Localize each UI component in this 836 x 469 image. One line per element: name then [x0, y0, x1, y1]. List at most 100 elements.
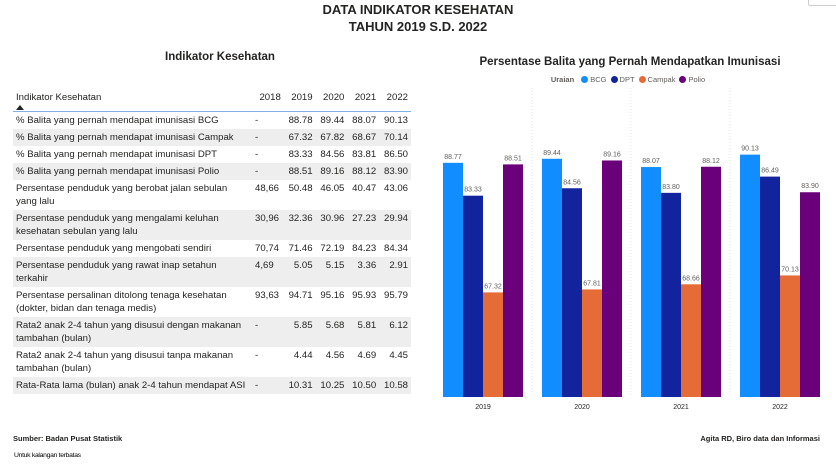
- cell-2020: 67.82: [315, 129, 348, 146]
- bar-polio-2020[interactable]: [602, 160, 622, 397]
- cell-2018: -: [252, 163, 284, 180]
- indicator-label: Persentase penduduk yang mengalami keluh…: [13, 210, 252, 240]
- cell-2020: 30.96: [315, 210, 348, 240]
- cell-2018: -: [252, 129, 284, 146]
- sort-ascending-icon[interactable]: [16, 105, 24, 110]
- legend-label: Campak: [647, 75, 676, 84]
- legend-item-bcg[interactable]: BCG: [581, 75, 607, 84]
- bar-polio-2021[interactable]: [701, 166, 721, 397]
- table-row[interactable]: Persentase penduduk yang mengalami keluh…: [13, 210, 411, 240]
- column-header-2019[interactable]: 2019: [283, 90, 316, 112]
- bar-dpt-2019[interactable]: [463, 195, 483, 397]
- cell-2018: -: [252, 377, 284, 394]
- cell-2019: 88.51: [283, 163, 316, 180]
- cell-2020: 46.05: [315, 180, 348, 210]
- bar-bcg-2019[interactable]: [443, 162, 463, 397]
- cell-2022: 2.91: [379, 257, 411, 287]
- column-header-2018[interactable]: 2018: [252, 90, 284, 112]
- cell-2022: 83.90: [379, 163, 411, 180]
- cell-2019: 94.71: [283, 287, 316, 317]
- table-row[interactable]: Persentase penduduk yang berobat jalan s…: [13, 180, 411, 210]
- bar-bcg-2022[interactable]: [740, 154, 760, 397]
- cell-2020: 89.16: [315, 163, 348, 180]
- indicator-label: Persentase penduduk yang berobat jalan s…: [13, 180, 252, 210]
- author-credit: Agita RD, Biro data dan Informasi: [700, 434, 820, 443]
- legend-item-polio[interactable]: Polio: [679, 75, 705, 84]
- cell-2018: 48,66: [252, 180, 284, 210]
- cell-2021: 5.81: [347, 317, 380, 347]
- data-label: 83.90: [801, 183, 819, 190]
- cell-2020: 72.19: [315, 240, 348, 257]
- cell-2018: 4,69: [252, 257, 284, 287]
- bar-dpt-2022[interactable]: [760, 176, 780, 397]
- cell-2019: 88.78: [283, 111, 316, 129]
- column-header-2020[interactable]: 2020: [315, 90, 348, 112]
- legend-label: Polio: [688, 75, 706, 84]
- bar-campak-2022[interactable]: [780, 275, 800, 397]
- data-label: 88.77: [444, 154, 462, 161]
- bar-polio-2019[interactable]: [503, 164, 523, 397]
- indicator-label: % Balita yang pernah mendapat imunisasi …: [13, 129, 252, 146]
- bar-dpt-2020[interactable]: [562, 188, 582, 397]
- data-label: 68.66: [682, 275, 700, 282]
- chart-title: Persentase Balita yang Pernah Mendapatka…: [479, 56, 781, 68]
- cell-2018: -: [252, 111, 284, 129]
- bar-chart: 88.77 83.33 67.32 88.51 2019 89.44 84.56 67.81 8…: [443, 88, 820, 411]
- cell-2019: 5.05: [283, 257, 316, 287]
- cell-2018: 93,63: [252, 287, 284, 317]
- cell-2019: 83.33: [283, 146, 316, 163]
- table-row[interactable]: % Balita yang pernah mendapat imunisasi …: [13, 146, 411, 163]
- table-row[interactable]: Rata2 anak 2-4 tahun yang disusui tanpa …: [13, 347, 411, 377]
- cell-2021: 27.23: [347, 210, 380, 240]
- cell-2019: 10.31: [283, 377, 316, 394]
- column-header-2021[interactable]: 2021: [347, 90, 380, 112]
- x-tick-label: 2022: [772, 404, 788, 411]
- bar-bcg-2021[interactable]: [641, 167, 661, 397]
- indicator-label: Persentase persalinan ditolong tenaga ke…: [13, 287, 252, 317]
- data-label: 86.49: [761, 168, 779, 175]
- table-row[interactable]: % Balita yang pernah mendapat imunisasi …: [13, 163, 411, 180]
- x-tick-label: 2019: [475, 404, 491, 411]
- table-row[interactable]: % Balita yang pernah mendapat imunisasi …: [13, 111, 411, 129]
- legend-dot-icon: [581, 76, 589, 83]
- cell-2021: 3.36: [347, 257, 380, 287]
- bar-dpt-2021[interactable]: [661, 192, 681, 397]
- indicator-label: Persentase penduduk yang mengobati sendi…: [13, 240, 252, 257]
- table-row[interactable]: Persentase penduduk yang mengobati sendi…: [13, 240, 411, 257]
- table-row[interactable]: % Balita yang pernah mendapat imunisasi …: [13, 129, 411, 146]
- cell-2021: 88.07: [347, 111, 380, 129]
- legend-item-campak[interactable]: Campak: [638, 75, 676, 84]
- cell-2021: 40.47: [347, 180, 380, 210]
- legend-dot-icon: [679, 76, 687, 83]
- cell-2021: 84.23: [347, 240, 380, 257]
- cell-2021: 4.69: [347, 347, 380, 377]
- cell-2022: 90.13: [379, 111, 411, 129]
- table-row[interactable]: Persentase penduduk yang rawat inap seta…: [13, 257, 411, 287]
- column-header-2022[interactable]: 2022: [379, 90, 411, 112]
- cell-2020: 5.15: [315, 257, 348, 287]
- data-label: 84.56: [563, 179, 581, 186]
- bar-campak-2021[interactable]: [681, 284, 701, 397]
- table-row[interactable]: Persentase persalinan ditolong tenaga ke…: [13, 287, 411, 317]
- bar-bcg-2020[interactable]: [542, 158, 562, 397]
- table-row[interactable]: Rata2 anak 2-4 tahun yang disusui dengan…: [13, 317, 411, 347]
- cell-2020: 4.56: [315, 347, 348, 377]
- cell-2019: 50.48: [283, 180, 316, 210]
- cell-2021: 68.67: [347, 129, 380, 146]
- legend-dot-icon: [610, 76, 618, 83]
- cell-2022: 86.50: [379, 146, 411, 163]
- data-label: 83.80: [662, 184, 680, 191]
- cell-2022: 95.79: [379, 287, 411, 317]
- table-row[interactable]: Rata-Rata lama (bulan) anak 2-4 tahun me…: [13, 377, 411, 394]
- bar-polio-2022[interactable]: [800, 192, 820, 397]
- indicator-label: Persentase penduduk yang rawat inap seta…: [13, 257, 252, 287]
- bar-campak-2020[interactable]: [582, 289, 602, 397]
- legend-item-dpt[interactable]: DPT: [610, 75, 635, 84]
- column-header-indicator[interactable]: Indikator Kesehatan: [13, 90, 252, 112]
- indicator-label: Rata2 anak 2-4 tahun yang disusui tanpa …: [13, 347, 252, 377]
- data-label: 88.51: [504, 155, 522, 162]
- cell-2021: 83.81: [347, 146, 380, 163]
- cell-2019: 4.44: [283, 347, 316, 377]
- cell-2021: 10.50: [347, 377, 380, 394]
- bar-campak-2019[interactable]: [483, 292, 503, 397]
